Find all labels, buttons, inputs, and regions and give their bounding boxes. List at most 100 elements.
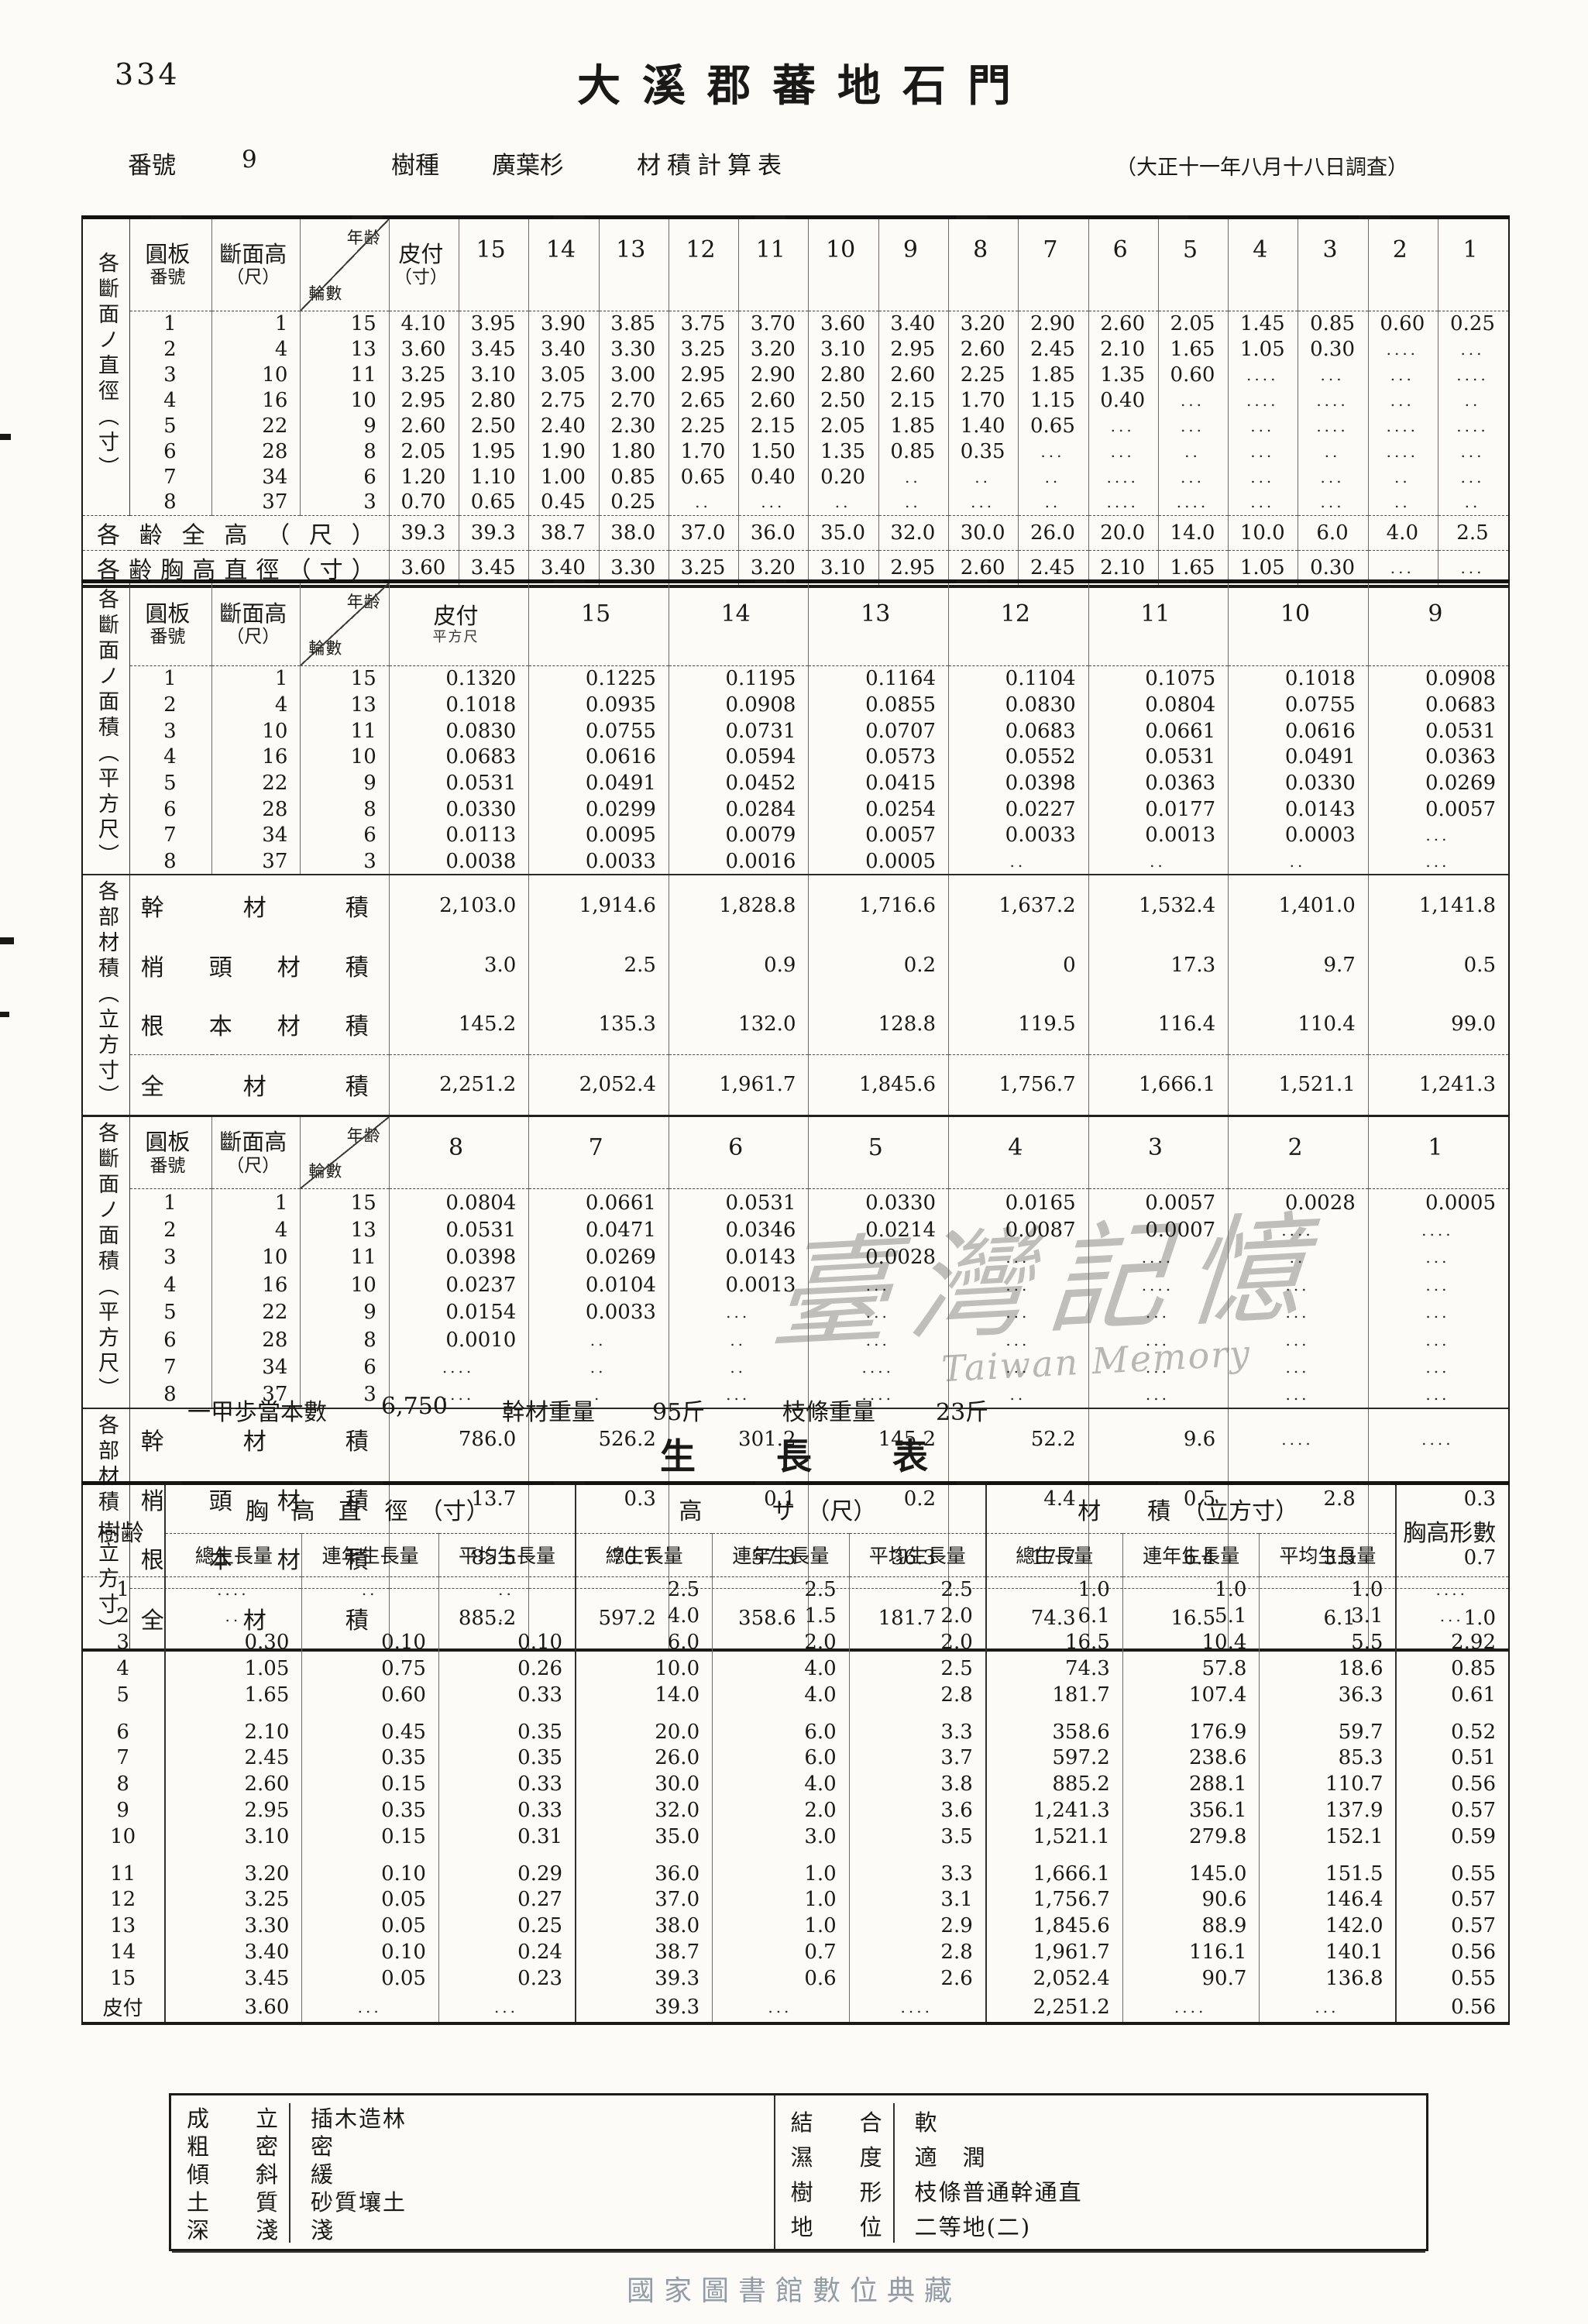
value-cell: .. — [668, 1353, 809, 1381]
value-cell: 0.25 — [598, 490, 669, 515]
value-cell: 151.5 — [1259, 1850, 1397, 1886]
value-cell: 2,103.0 — [388, 873, 529, 936]
table-row: 1 1 15 4.10 3.95 3.90 3.85 3.75 3.70 3.60 3.40 3.20… — [83, 311, 1508, 336]
value-cell: 128.8 — [808, 994, 949, 1055]
value-cell: 0.0028 — [808, 1243, 949, 1272]
section-height-header: 斷面高 （尺） — [211, 583, 301, 666]
age-column-header: 2 — [1367, 219, 1438, 311]
value-cell: 26.0 — [1018, 514, 1089, 550]
value-cell: 110.7 — [1259, 1771, 1397, 1797]
form-factor-cell: .... — [1395, 1576, 1508, 1603]
value-cell: 0.1164 — [808, 665, 949, 692]
value-cell: 1.70 — [668, 438, 739, 464]
value-cell: 3.70 — [738, 311, 809, 336]
value-cell: 0.0095 — [528, 822, 669, 849]
value-cell: 2.6 — [848, 1965, 986, 1992]
value-cell: ... — [1259, 1992, 1397, 2022]
table-row: 6 28 8 0.0010................... — [83, 1325, 1508, 1354]
value-cell: ... — [948, 1353, 1089, 1381]
disc-no-cell: 1 — [163, 311, 177, 335]
value-cell: 2.50 — [808, 387, 879, 413]
table-row: 4 1.05 0.75 0.26 10.0 4.0 2.5 74.3 57.8 18.6 0.85 — [83, 1655, 1508, 1682]
value-cell: 3.20 — [164, 1850, 302, 1886]
value-cell: 3.0 — [388, 935, 529, 995]
value-cell: 2.5 — [848, 1655, 986, 1682]
value-cell: 0.0363 — [1088, 770, 1229, 796]
value-cell: .... — [1088, 1243, 1229, 1272]
value-cell: 39.3 — [575, 1992, 713, 2022]
value-cell: .. — [947, 464, 1019, 490]
value-cell: 2.10 — [1088, 336, 1159, 362]
form-factor-cell: ... — [1395, 1603, 1508, 1629]
value-cell: 0.0057 — [1088, 1188, 1229, 1217]
value-cell: ... — [808, 1271, 949, 1299]
divider — [892, 2103, 895, 2138]
value-cell: 4.0 — [712, 1682, 850, 1708]
doc-type-label: 材積計算表 — [637, 152, 788, 180]
tree-age-cell: 14 — [110, 1941, 136, 1964]
value-cell: 1,845.6 — [808, 1054, 949, 1115]
table-row: 8 37 3....................... — [83, 1380, 1508, 1408]
table-row: 11 3.20 0.10 0.29 36.0 1.0 3.3 1,666.1 145.0 151.… — [83, 1850, 1508, 1886]
value-cell: 0.45 — [301, 1708, 439, 1745]
value-cell: 1,532.4 — [1088, 873, 1229, 936]
disc-no-cell: 6 — [163, 797, 177, 821]
library-footer: 國家圖書館數位典藏 — [626, 2275, 961, 2307]
value-cell: 1.0 — [1122, 1576, 1260, 1603]
value-cell: 2.8 — [848, 1682, 986, 1708]
value-cell: 0.0855 — [808, 691, 949, 718]
tree-age-cell: 6 — [116, 1721, 129, 1744]
ring-count-cell: 3 — [300, 1380, 390, 1408]
tree-age-cell: 15 — [110, 1967, 136, 1990]
condition-row: 傾斜 緩 — [187, 2159, 774, 2188]
tree-age-header: 樹齢 — [83, 1485, 166, 1577]
divider — [289, 2187, 290, 2215]
value-cell: ... — [1367, 1271, 1508, 1299]
table-row: 各斷面ノ面積（平方尺） 圓板 番號 斷面高 （尺） 年齢 輪數 8 7 6 5 4 3 2 1 — [83, 1116, 1508, 1409]
value-cell: 3.3 — [848, 1708, 986, 1745]
value-cell: 1.85 — [878, 413, 949, 438]
value-cell: 3.60 — [808, 311, 879, 336]
value-cell: 0.15 — [301, 1771, 439, 1797]
branch-weight-label: 枝條重量 — [782, 1399, 875, 1426]
value-cell: 2.80 — [808, 362, 879, 387]
form-factor-cell: 0.51 — [1395, 1745, 1508, 1771]
value-cell: 0.65 — [668, 464, 739, 490]
value-cell: 88.9 — [1122, 1913, 1260, 1939]
value-cell: 1.05 — [1228, 549, 1298, 585]
divider — [289, 2103, 290, 2131]
site-conditions-box: 成立 插木造林 粗密 密 傾斜 緩 土質 砂質壤土 深淺 淺 結合 軟 濕度 適 潤 樹形 枝條… — [169, 2093, 1428, 2251]
value-cell: .. — [1018, 490, 1089, 515]
value-cell: 0.0531 — [1367, 717, 1508, 744]
value-cell: 0.0935 — [528, 691, 669, 718]
section-height-cell: 37 — [211, 848, 301, 875]
serial-value: 9 — [242, 146, 257, 174]
age-column-header: 14 — [668, 583, 809, 666]
value-cell: ... — [1228, 490, 1298, 515]
value-cell: .. — [1088, 848, 1229, 875]
age-column-header: 1 — [1367, 1116, 1508, 1190]
value-cell: 2.45 — [1018, 336, 1089, 362]
value-cell: 3.7 — [848, 1745, 986, 1771]
value-cell: 0.05 — [301, 1886, 439, 1913]
value-cell: 0.0330 — [808, 1188, 949, 1217]
value-cell: 597.2 — [985, 1745, 1123, 1771]
value-cell: 358.6 — [985, 1708, 1123, 1745]
condition-value: 枝條普通幹通直 — [914, 2178, 1083, 2205]
growth-subheader: 總生長量 — [575, 1533, 713, 1577]
form-factor-cell: 0.61 — [1395, 1682, 1508, 1708]
age-column-header: 12 — [668, 219, 739, 311]
value-cell: 0.65 — [1018, 413, 1089, 438]
value-cell: 0.0616 — [528, 744, 669, 771]
value-cell: 2.0 — [848, 1629, 986, 1655]
value-cell: 140.1 — [1259, 1939, 1397, 1965]
table-row: 5 22 9 2.60 2.50 2.40 2.30 2.25 2.15 2.05 1.85 1.40… — [83, 413, 1508, 438]
value-cell: 2.5 — [1437, 514, 1508, 550]
table-row: 10 3.10 0.15 0.31 35.0 3.0 3.5 1,521.1 279.8 152.… — [83, 1824, 1508, 1850]
form-factor-cell: 0.56 — [1395, 1771, 1508, 1797]
stems-per-kah-value: 6,750 — [381, 1393, 448, 1420]
value-cell: 0.0330 — [1228, 770, 1369, 796]
ring-count-cell: 3 — [300, 848, 390, 875]
disc-no-cell: 7 — [163, 823, 177, 847]
disc-no-header: 圓板 番號 — [129, 1116, 212, 1190]
